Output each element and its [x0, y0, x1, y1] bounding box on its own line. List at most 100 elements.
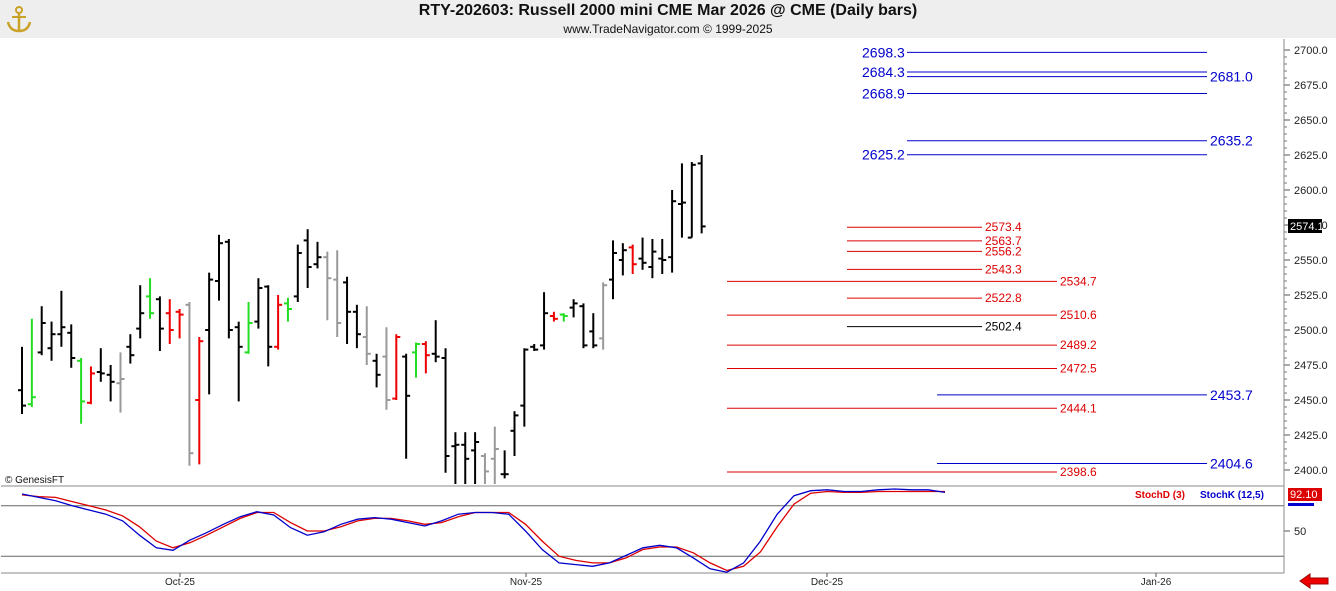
ohlc-bar	[175, 309, 184, 339]
ohlc-bar	[579, 303, 588, 349]
price-bars	[18, 155, 706, 484]
ohlc-bar	[471, 432, 480, 484]
level-label: 2398.6	[1060, 465, 1097, 479]
level-label: 2510.6	[1060, 308, 1097, 322]
ohlc-bar	[589, 313, 598, 349]
ohlc-bar	[185, 302, 194, 466]
scroll-left-arrow-icon[interactable]	[1298, 573, 1330, 589]
ohlc-bar	[480, 453, 489, 484]
ohlc-bar	[264, 285, 273, 367]
level-label: 2573.4	[985, 220, 1022, 234]
level-label: 2444.1	[1060, 401, 1097, 415]
ohlc-bar	[215, 234, 223, 301]
ohlc-bar	[293, 244, 302, 302]
ohlc-bar	[402, 353, 411, 459]
ohlc-bar	[609, 240, 617, 300]
ohlc-bar	[530, 344, 539, 351]
ohlc-bar	[343, 276, 352, 344]
level-label: 2668.9	[862, 86, 905, 102]
ohlc-bar	[461, 432, 470, 484]
stoch-k-marker	[1288, 503, 1314, 506]
ohlc-bar	[116, 352, 125, 413]
ohlc-bar	[47, 321, 56, 361]
ohlc-bar	[126, 334, 135, 364]
level-label: 2522.8	[985, 291, 1022, 305]
ohlc-bar	[57, 290, 66, 347]
level-label: 2563.7	[985, 234, 1022, 248]
x-tick-label: Jan-26	[1141, 577, 1172, 588]
ohlc-bar	[37, 306, 46, 356]
ohlc-bar	[668, 190, 677, 273]
stoch-k-legend: StochK (12,5)	[1200, 490, 1264, 501]
ohlc-bar	[155, 296, 164, 351]
level-label: 2404.6	[1210, 456, 1253, 472]
y-tick-label: 2625.0	[1294, 150, 1328, 162]
ohlc-bar	[77, 358, 86, 424]
y-tick-label: 2700.0	[1294, 45, 1328, 57]
ohlc-bar	[500, 450, 509, 479]
ohlc-bar	[67, 324, 76, 368]
ohlc-bar	[136, 285, 145, 339]
ohlc-bar	[697, 155, 706, 234]
ohlc-bar	[234, 321, 243, 402]
level-label: 2625.2	[862, 147, 905, 163]
level-label: 2534.7	[1060, 274, 1097, 288]
ohlc-bar	[569, 299, 578, 318]
ohlc-bar	[372, 353, 381, 388]
ohlc-bar	[618, 243, 627, 276]
ohlc-bar	[195, 337, 204, 465]
ohlc-bar	[323, 251, 332, 321]
ohlc-bar	[599, 282, 608, 350]
ohlc-bar	[441, 348, 450, 473]
chart-header: RTY-202603: Russell 2000 mini CME Mar 20…	[0, 0, 1336, 38]
ohlc-bar	[382, 327, 391, 410]
last-price-value: 2574.1	[1290, 221, 1324, 233]
level-label: 2472.5	[1060, 362, 1097, 376]
ohlc-bar	[510, 411, 519, 456]
ohlc-bar	[431, 320, 440, 363]
ohlc-bar	[677, 163, 686, 238]
ohlc-bar	[283, 297, 292, 322]
level-label: 2698.3	[862, 44, 905, 60]
y-tick-label: 2600.0	[1294, 185, 1328, 197]
ohlc-bar	[106, 365, 115, 402]
y-tick-label: 2525.0	[1294, 290, 1328, 302]
ohlc-bar	[421, 341, 430, 374]
level-label: 2684.3	[862, 64, 905, 80]
level-label: 2489.2	[1060, 338, 1097, 352]
y-tick-label: 2400.0	[1294, 465, 1328, 477]
ohlc-bar	[559, 313, 568, 322]
ohlc-bar	[224, 239, 233, 339]
level-lines: 2698.3 2684.3 2681.0 2668.9 2635.2 2625.2 2573…	[727, 44, 1253, 479]
level-label: 2681.0	[1210, 69, 1253, 85]
stoch-tick-label: 50	[1294, 526, 1306, 538]
last-price-tag: 2574.1	[1288, 219, 1324, 233]
ohlc-bar	[27, 318, 36, 407]
ohlc-bar	[451, 432, 460, 484]
ohlc-bar	[658, 239, 667, 274]
ohlc-bar	[205, 272, 214, 395]
chart-subtitle: www.TradeNavigator.com © 1999-2025	[563, 22, 773, 36]
ohlc-bar	[352, 304, 361, 349]
ohlc-bar	[549, 311, 558, 322]
y-tick-label: 2650.0	[1294, 115, 1328, 127]
level-label: 2543.3	[985, 262, 1022, 276]
x-tick-label: Oct-25	[165, 577, 195, 588]
ohlc-bar	[18, 346, 26, 414]
y-tick-label: 2550.0	[1294, 255, 1328, 267]
level-label: 2635.2	[1210, 133, 1253, 149]
stoch-d-line	[21, 490, 945, 572]
ohlc-bar	[165, 299, 174, 344]
ohlc-bar	[520, 348, 529, 427]
x-tick-label: Nov-25	[510, 577, 543, 588]
ohlc-bar	[96, 348, 105, 382]
ohlc-bar	[244, 302, 253, 354]
ohlc-bar	[333, 250, 342, 337]
ohlc-bar	[86, 366, 95, 405]
level-label: 2453.7	[1210, 387, 1253, 403]
chart-title: RTY-202603: Russell 2000 mini CME Mar 20…	[418, 2, 918, 19]
watermark: © GenesisFT	[5, 475, 64, 486]
y-tick-label: 2450.0	[1294, 395, 1328, 407]
ohlc-bar	[412, 342, 420, 378]
stoch-value-tag-bg	[1288, 488, 1322, 501]
